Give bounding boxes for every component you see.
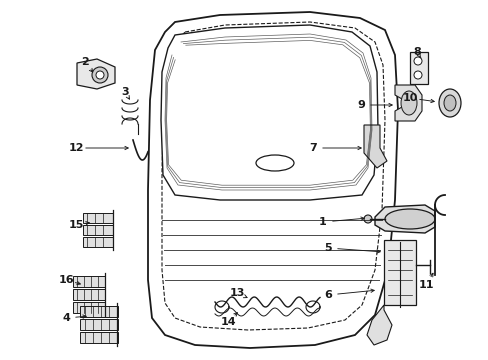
Text: 14: 14: [220, 317, 235, 327]
Text: 11: 11: [417, 280, 433, 290]
Ellipse shape: [443, 95, 455, 111]
Bar: [409, 52, 427, 84]
Polygon shape: [366, 305, 391, 345]
Polygon shape: [148, 12, 397, 348]
Text: 9: 9: [356, 100, 364, 110]
Text: 10: 10: [402, 93, 417, 103]
Polygon shape: [77, 59, 115, 89]
Bar: [73, 302, 105, 313]
Circle shape: [413, 57, 421, 65]
Text: 13: 13: [229, 288, 244, 298]
Text: 15: 15: [68, 220, 83, 230]
Text: 6: 6: [324, 290, 331, 300]
Polygon shape: [161, 25, 377, 200]
Text: 12: 12: [68, 143, 83, 153]
Text: 4: 4: [62, 313, 70, 323]
Circle shape: [96, 71, 104, 79]
Bar: [83, 213, 113, 223]
Polygon shape: [363, 125, 386, 168]
Bar: [80, 319, 118, 330]
Bar: [80, 306, 118, 317]
Text: 8: 8: [412, 47, 420, 57]
Bar: [83, 237, 113, 247]
Ellipse shape: [400, 91, 416, 115]
Bar: [383, 240, 415, 305]
Polygon shape: [374, 205, 434, 233]
Text: 16: 16: [58, 275, 74, 285]
Bar: [80, 332, 118, 343]
Bar: [73, 276, 105, 287]
Text: 3: 3: [121, 87, 128, 97]
Ellipse shape: [384, 209, 434, 229]
Ellipse shape: [256, 155, 293, 171]
Bar: [73, 289, 105, 300]
Circle shape: [92, 67, 108, 83]
Text: 5: 5: [324, 243, 331, 253]
Text: 1: 1: [319, 217, 326, 227]
Text: 2: 2: [81, 57, 89, 67]
Bar: [83, 225, 113, 235]
Ellipse shape: [438, 89, 460, 117]
Text: 7: 7: [308, 143, 316, 153]
Circle shape: [413, 71, 421, 79]
Polygon shape: [394, 85, 421, 121]
Circle shape: [363, 215, 371, 223]
